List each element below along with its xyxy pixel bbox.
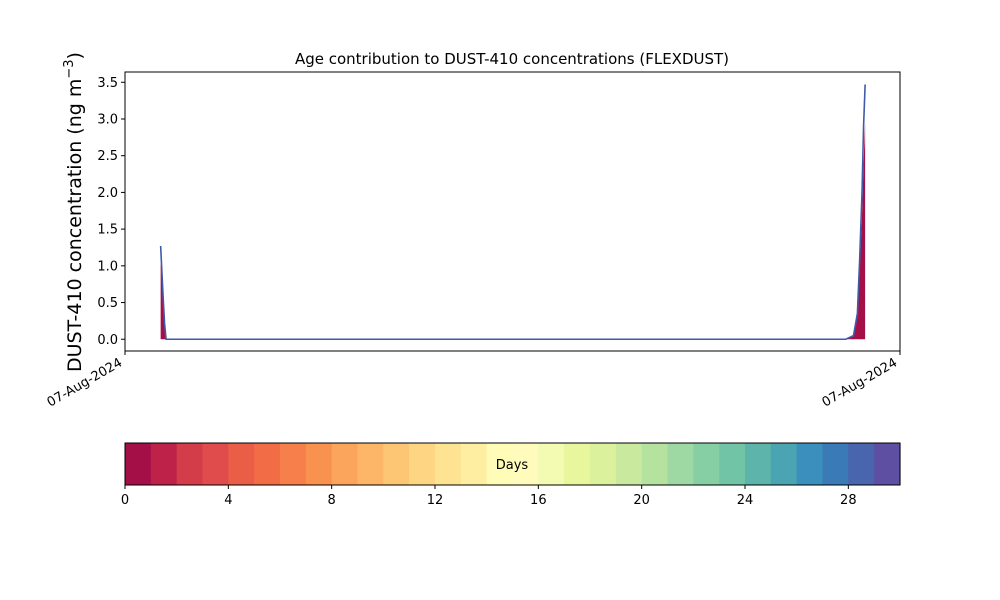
colorbar-segment (357, 443, 384, 485)
y-axis-label-close: ) (64, 52, 86, 59)
y-axis: 0.0 0.5 1.0 1.5 2.0 2.5 3.0 3.5 (97, 76, 125, 348)
x-tick-label: 07-Aug-2024 (820, 355, 900, 410)
y-axis-label-text: DUST-410 concentration (ng m (64, 79, 86, 372)
colorbar-frame (124, 442, 901, 486)
colorbar-segment (538, 443, 565, 485)
colorbar-tick-label: 24 (737, 493, 754, 508)
y-axis-label-exponent: −3 (62, 59, 77, 78)
colorbar-segment (254, 443, 281, 485)
colorbar-tick-label: 20 (633, 493, 650, 508)
colorbar-label: Days (496, 458, 529, 473)
colorbar-segment (150, 443, 178, 485)
y-tick-label: 2.0 (97, 186, 118, 201)
colorbar-tick-label: 12 (427, 493, 444, 508)
colorbar-tick-label: 28 (840, 493, 857, 508)
y-tick-label: 0.5 (97, 296, 118, 311)
colorbar-segment (228, 443, 255, 485)
colorbar-segment (796, 443, 824, 485)
colorbar-segment (745, 443, 772, 485)
colorbar-ticks: 0 4 8 12 16 20 24 28 (121, 485, 857, 508)
colorbar-segment (667, 443, 694, 485)
colorbar-segment (460, 443, 488, 485)
y-tick-label: 0.0 (97, 333, 118, 348)
age-contribution-area (160, 122, 866, 340)
colorbar-tick-label: 0 (121, 493, 129, 508)
colorbar-segment (125, 443, 152, 485)
colorbar-segment (280, 443, 307, 485)
colorbar-segment (693, 443, 720, 485)
plot-frame (124, 71, 901, 352)
colorbar-segment (435, 443, 462, 485)
colorbar-segment (383, 443, 410, 485)
colorbar-segment (848, 443, 875, 485)
colorbar-segment (202, 443, 229, 485)
colorbar-segment (770, 443, 798, 485)
y-tick-label: 3.0 (97, 112, 118, 127)
colorbar-segment (822, 443, 849, 485)
colorbar-segment (331, 443, 359, 485)
colorbar-segment (176, 443, 204, 485)
colorbar-segment (512, 443, 539, 485)
total-concentration-line (159, 84, 866, 341)
plot-area (159, 84, 866, 341)
y-tick-label: 3.5 (97, 76, 118, 91)
y-axis-label: DUST-410 concentration (ng m−3) (62, 52, 86, 372)
colorbar-tick-label: 16 (530, 493, 547, 508)
y-tick-label: 1.0 (97, 259, 118, 274)
y-tick-label: 1.5 (97, 223, 118, 238)
colorbar-segment (409, 443, 436, 485)
colorbar-segment (615, 443, 643, 485)
colorbar-tick-label: 4 (224, 493, 232, 508)
y-tick-label: 2.5 (97, 149, 118, 164)
colorbar-segment (874, 443, 901, 485)
chart-title: Age contribution to DUST-410 concentrati… (295, 50, 729, 68)
age-colorbar (125, 443, 901, 485)
colorbar-tick-label: 8 (328, 493, 336, 508)
colorbar-segment (590, 443, 617, 485)
x-axis: 07-Aug-2024 07-Aug-2024 (45, 351, 901, 411)
colorbar-segment (719, 443, 746, 485)
colorbar-segment (305, 443, 333, 485)
colorbar-segment (564, 443, 591, 485)
colorbar-segment (641, 443, 669, 485)
colorbar-segment (486, 443, 514, 485)
